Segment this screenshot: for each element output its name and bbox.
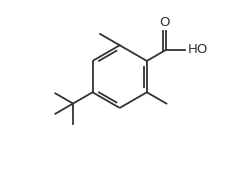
- Text: HO: HO: [187, 43, 207, 56]
- Text: O: O: [159, 16, 169, 29]
